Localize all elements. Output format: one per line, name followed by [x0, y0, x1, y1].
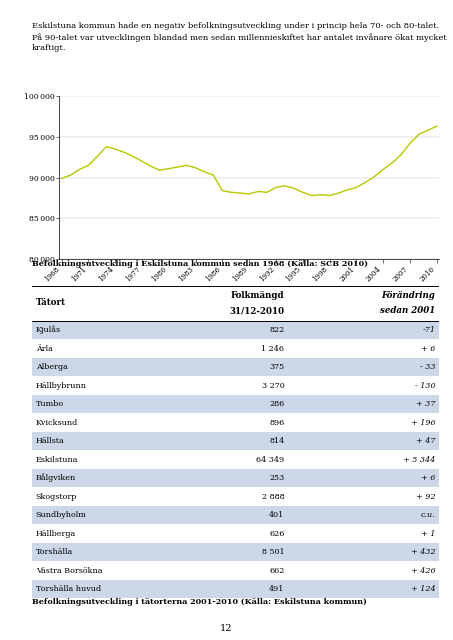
Text: + 124: + 124 — [411, 585, 435, 593]
Text: Kvicksund: Kvicksund — [36, 419, 78, 427]
Text: + 426: + 426 — [411, 566, 435, 575]
Text: Eskilstuna: Eskilstuna — [36, 456, 78, 463]
Text: 31/12-2010: 31/12-2010 — [229, 306, 284, 315]
Text: 8 501: 8 501 — [262, 548, 284, 556]
Text: Eskilstuna kommun hade en negativ befolkningsutveckling under i princip hela 70-: Eskilstuna kommun hade en negativ befolk… — [32, 22, 447, 52]
Text: Tätort: Tätort — [36, 298, 66, 307]
Bar — [32, 321, 439, 339]
Text: 286: 286 — [269, 400, 284, 408]
Text: Västra Borsökna: Västra Borsökna — [36, 566, 102, 575]
Text: Tumbo: Tumbo — [36, 400, 64, 408]
Text: 2 888: 2 888 — [262, 493, 284, 500]
Text: Hällberga: Hällberga — [36, 530, 76, 538]
Bar — [32, 543, 439, 561]
Text: 12: 12 — [220, 624, 233, 634]
Bar — [32, 469, 439, 488]
Text: Befolkningsutveckling i Eskilstuna kommun sedan 1968 (Källa: SCB 2010): Befolkningsutveckling i Eskilstuna kommu… — [32, 260, 368, 269]
Text: + 92: + 92 — [416, 493, 435, 500]
Text: 491: 491 — [269, 585, 284, 593]
Text: + 5 344: + 5 344 — [403, 456, 435, 463]
Text: 662: 662 — [269, 566, 284, 575]
Text: Kjulås: Kjulås — [36, 326, 61, 335]
Text: 822: 822 — [269, 326, 284, 334]
Text: c.u.: c.u. — [421, 511, 435, 519]
Text: Hällsta: Hällsta — [36, 437, 64, 445]
Text: 401: 401 — [269, 511, 284, 519]
Text: 814: 814 — [269, 437, 284, 445]
Text: + 37: + 37 — [416, 400, 435, 408]
Bar — [32, 580, 439, 598]
Text: 896: 896 — [269, 419, 284, 427]
Text: 3 270: 3 270 — [262, 381, 284, 390]
Text: 1 246: 1 246 — [261, 344, 284, 353]
Text: + 6: + 6 — [421, 474, 435, 482]
Text: 375: 375 — [270, 363, 284, 371]
Bar — [32, 506, 439, 524]
Bar — [32, 395, 439, 413]
Text: sedan 2001: sedan 2001 — [380, 306, 435, 315]
Text: Torshälla: Torshälla — [36, 548, 73, 556]
Text: - 130: - 130 — [414, 381, 435, 390]
Text: Skogstorp: Skogstorp — [36, 493, 77, 500]
Text: 626: 626 — [269, 530, 284, 538]
Text: Folkmängd: Folkmängd — [231, 291, 284, 300]
Text: 64 349: 64 349 — [256, 456, 284, 463]
Text: Alberga: Alberga — [36, 363, 67, 371]
Text: 253: 253 — [269, 474, 284, 482]
Text: + 196: + 196 — [411, 419, 435, 427]
Text: Ärla: Ärla — [36, 344, 53, 353]
Bar — [32, 432, 439, 451]
Text: Hällbybrunn: Hällbybrunn — [36, 381, 87, 390]
Text: + 6: + 6 — [421, 344, 435, 353]
Text: Befolkningsutveckling i tätorterna 2001-2010 (Källa: Eskilstuna kommun): Befolkningsutveckling i tätorterna 2001-… — [32, 598, 366, 607]
Text: Förändring: Förändring — [381, 291, 435, 300]
Text: + 1: + 1 — [421, 530, 435, 538]
Text: + 432: + 432 — [411, 548, 435, 556]
Text: -71: -71 — [422, 326, 435, 334]
Text: - 33: - 33 — [420, 363, 435, 371]
Text: Torshälla huvud: Torshälla huvud — [36, 585, 101, 593]
Text: + 47: + 47 — [416, 437, 435, 445]
Text: Bålgviken: Bålgviken — [36, 474, 76, 483]
Text: Sundbyholm: Sundbyholm — [36, 511, 87, 519]
Bar — [32, 358, 439, 376]
